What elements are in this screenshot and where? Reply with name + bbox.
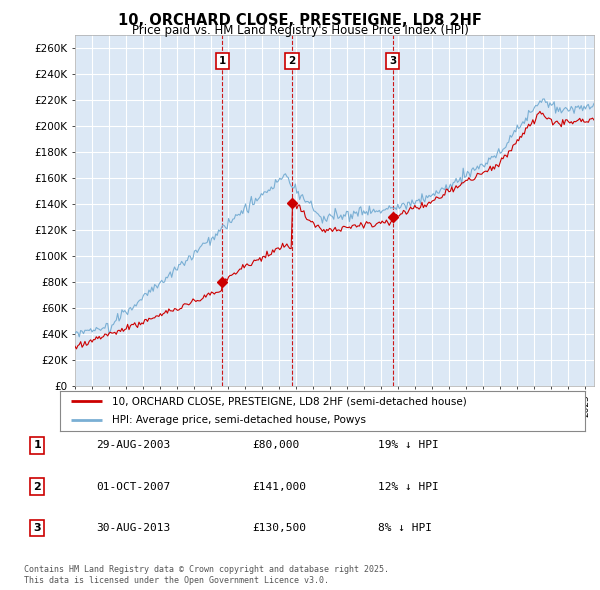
Text: 3: 3 — [389, 57, 396, 67]
Text: £80,000: £80,000 — [252, 441, 299, 450]
Text: 8% ↓ HPI: 8% ↓ HPI — [378, 523, 432, 533]
Text: HPI: Average price, semi-detached house, Powys: HPI: Average price, semi-detached house,… — [113, 415, 367, 425]
Text: 12% ↓ HPI: 12% ↓ HPI — [378, 482, 439, 491]
Text: 2: 2 — [34, 482, 41, 491]
Text: £130,500: £130,500 — [252, 523, 306, 533]
Text: £141,000: £141,000 — [252, 482, 306, 491]
Text: 1: 1 — [34, 441, 41, 450]
Text: 01-OCT-2007: 01-OCT-2007 — [96, 482, 170, 491]
Text: 1: 1 — [219, 57, 226, 67]
Text: 10, ORCHARD CLOSE, PRESTEIGNE, LD8 2HF (semi-detached house): 10, ORCHARD CLOSE, PRESTEIGNE, LD8 2HF (… — [113, 396, 467, 407]
Text: 29-AUG-2003: 29-AUG-2003 — [96, 441, 170, 450]
Text: Price paid vs. HM Land Registry's House Price Index (HPI): Price paid vs. HM Land Registry's House … — [131, 24, 469, 37]
Text: 19% ↓ HPI: 19% ↓ HPI — [378, 441, 439, 450]
Text: 30-AUG-2013: 30-AUG-2013 — [96, 523, 170, 533]
Text: 10, ORCHARD CLOSE, PRESTEIGNE, LD8 2HF: 10, ORCHARD CLOSE, PRESTEIGNE, LD8 2HF — [118, 13, 482, 28]
Text: Contains HM Land Registry data © Crown copyright and database right 2025.
This d: Contains HM Land Registry data © Crown c… — [24, 565, 389, 585]
Text: 3: 3 — [34, 523, 41, 533]
Text: 2: 2 — [289, 57, 296, 67]
